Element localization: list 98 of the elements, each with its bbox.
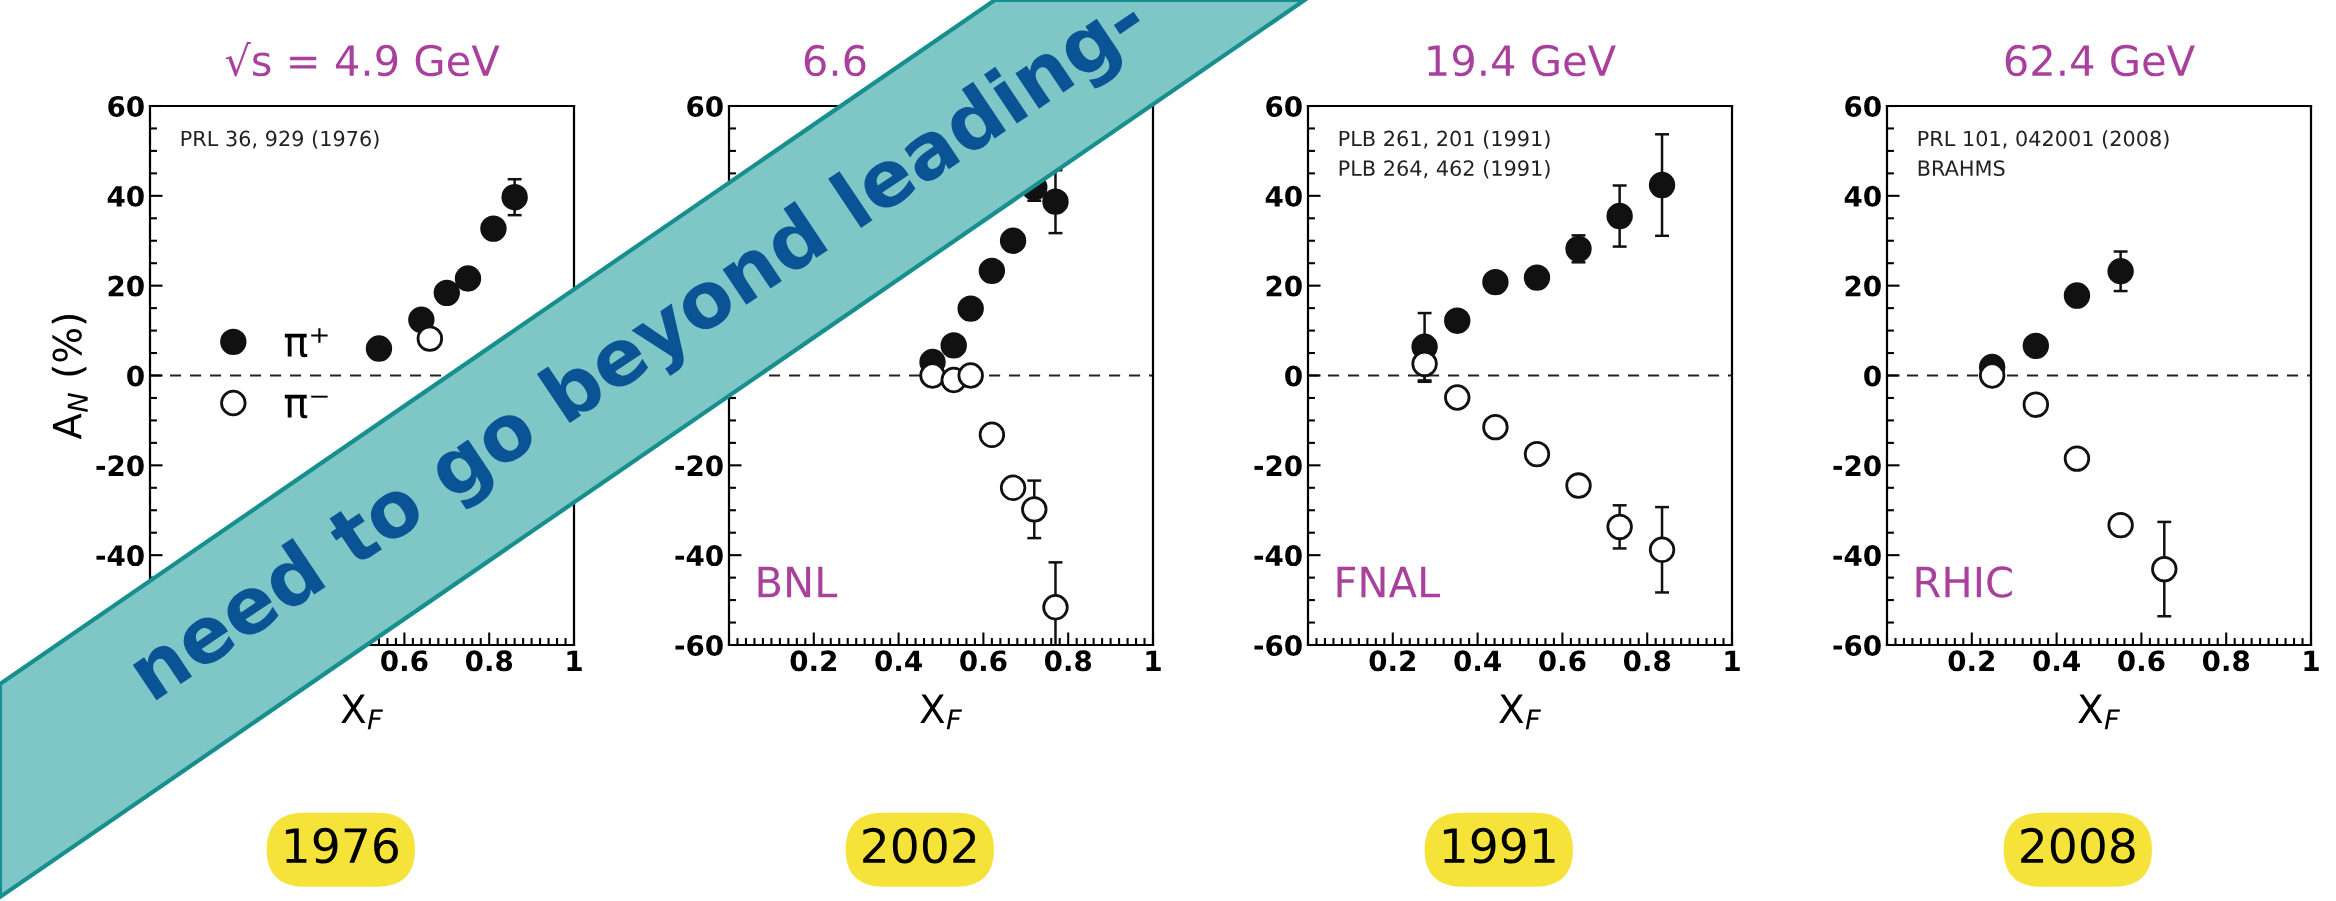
x-tick-label: 0.8 — [1623, 650, 1671, 672]
y-tick-label: -40 — [675, 545, 723, 567]
x-tick-label: 0.2 — [1369, 650, 1415, 672]
point — [940, 332, 967, 359]
y-tick-label: -40 — [1833, 545, 1881, 567]
x-tick-label: 1 — [567, 650, 582, 671]
point — [1444, 384, 1471, 411]
y-tick-label: -60 — [675, 634, 723, 656]
point — [1565, 472, 1592, 499]
text: 1976 — [285, 827, 398, 864]
point — [957, 362, 984, 389]
y-tick-label: 0 — [127, 365, 144, 387]
y-tick-label: -20 — [1833, 455, 1881, 477]
annotation: RHIC — [1916, 566, 2012, 598]
point — [2063, 282, 2091, 309]
y-tick-label: 20 — [108, 275, 144, 297]
x-tick-label: 0.8 — [1044, 650, 1092, 672]
point — [999, 474, 1027, 501]
y-tick-label: 20 — [1266, 275, 1302, 297]
legend-label: π⁻ — [284, 394, 328, 419]
x-axis-title: X$_{F}$ — [341, 694, 384, 730]
annotation: BNL — [758, 566, 838, 598]
y-tick-label: 40 — [1844, 185, 1881, 207]
point — [501, 183, 528, 211]
y-tick-label: 60 — [1845, 95, 1881, 117]
point — [1021, 496, 1048, 523]
x-tick-label: 0.4 — [875, 650, 922, 672]
point — [1042, 594, 1069, 621]
point — [1411, 350, 1438, 378]
y-tick-label: 40 — [107, 185, 144, 207]
x-axis-title: X$_{F}$ — [2078, 694, 2121, 730]
x-axis-title: X$_{F}$ — [920, 694, 963, 730]
text: PLB 261, 201 (1991) PLB 264, 462 (1991) — [1339, 130, 1550, 179]
point — [2107, 511, 2134, 539]
y-tick-label: 60 — [108, 95, 144, 117]
point — [1523, 264, 1551, 291]
y-tick-label: -60 — [1254, 634, 1302, 656]
x-tick-label: 0.2 — [790, 650, 836, 672]
y-tick-label: -40 — [1254, 545, 1302, 567]
legend-label: π⁺ — [284, 328, 328, 358]
y-tick-label: -20 — [675, 455, 723, 477]
x-tick-label: 0.6 — [960, 650, 1007, 672]
point — [2063, 445, 2091, 472]
y-tick-label: 60 — [1266, 95, 1302, 117]
point — [2151, 555, 2178, 583]
chart-title: 62.4 GeV — [2005, 44, 2195, 77]
y-tick-label: 0 — [1285, 365, 1302, 387]
point — [433, 279, 460, 307]
y-tick-label: 60 — [687, 95, 723, 117]
point — [365, 335, 393, 362]
point — [1648, 171, 1676, 199]
point — [1482, 413, 1509, 441]
y-tick-label: -20 — [96, 455, 144, 477]
point — [1523, 440, 1551, 468]
y-axis-title: A$_{N}$ (%) — [51, 314, 88, 440]
x-axis-title: X$_{F}$ — [1499, 694, 1542, 730]
x-tick-label: 0.4 — [2033, 650, 2080, 672]
y-tick-label: 20 — [1845, 275, 1881, 297]
x-tick-label: 1 — [1725, 650, 1740, 671]
y-tick-label: -20 — [1254, 455, 1302, 477]
x-tick-label: 0.6 — [2118, 650, 2165, 672]
point — [1444, 307, 1471, 334]
y-tick-label: -60 — [1833, 634, 1881, 656]
x-tick-label: 1 — [2304, 650, 2319, 671]
point — [2022, 391, 2050, 418]
point — [480, 215, 507, 242]
text: PRL 36, 929 (1976) — [181, 130, 379, 149]
x-tick-label: 0.8 — [2202, 650, 2250, 672]
x-tick-label: 0.6 — [381, 650, 428, 672]
chart-title: √s = 4.9 GeV — [225, 41, 500, 77]
x-tick-label: 0.2 — [1948, 650, 1994, 672]
point — [1978, 362, 2006, 389]
point — [957, 295, 984, 322]
point — [978, 421, 1006, 448]
point — [454, 265, 482, 292]
point — [2107, 258, 2134, 285]
point — [1606, 513, 1633, 541]
point — [1482, 268, 1509, 296]
point — [919, 362, 946, 389]
y-tick-label: 40 — [1265, 185, 1302, 207]
point — [416, 325, 444, 352]
annotation: FNAL — [1337, 566, 1441, 598]
x-tick-label: 0.4 — [1454, 650, 1501, 672]
y-tick-label: 0 — [1864, 365, 1881, 387]
point — [2022, 332, 2050, 360]
point — [1648, 536, 1676, 563]
point — [1565, 235, 1592, 263]
x-tick-label: 1 — [1146, 650, 1161, 671]
point — [999, 227, 1027, 254]
x-tick-label: 0.6 — [1539, 650, 1586, 672]
chart-title: 19.4 GeV — [1428, 44, 1616, 77]
x-tick-label: 0.8 — [465, 650, 513, 672]
text: 2002 — [863, 827, 976, 864]
text: 1991 — [1443, 827, 1555, 864]
text: 2008 — [2021, 827, 2135, 864]
point — [1606, 202, 1633, 230]
text: PRL 101, 042001 (2008) BRAHMS — [1918, 130, 2169, 177]
point — [978, 257, 1006, 285]
